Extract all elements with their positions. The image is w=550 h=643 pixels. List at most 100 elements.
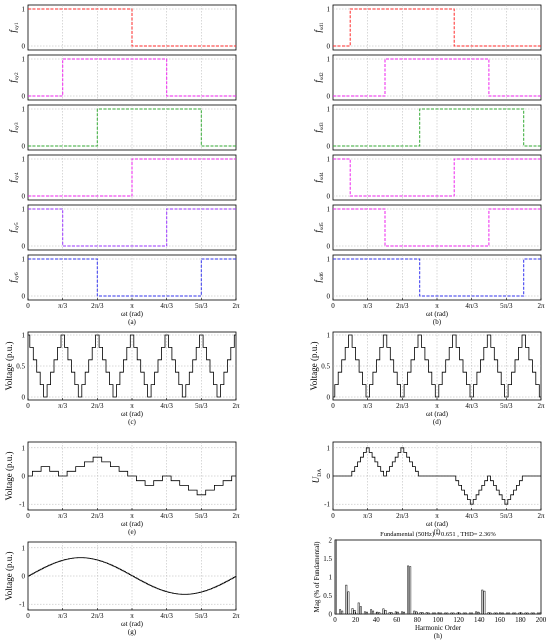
bar-harmonic-83 bbox=[419, 612, 422, 615]
bar-harmonic-139 bbox=[477, 611, 480, 615]
x-axis-a-tick-label: π/3 bbox=[58, 302, 67, 310]
bar-harmonic-161 bbox=[499, 612, 502, 615]
y-tick-label: 1 bbox=[327, 444, 331, 452]
series-line-fsd3 bbox=[333, 108, 541, 147]
x-axis-c-tick-label: 2π bbox=[232, 402, 240, 410]
bar-harmonic-193 bbox=[532, 612, 535, 615]
series-label-fsy3-sub: sy3 bbox=[14, 122, 20, 130]
bar-harmonic-7 bbox=[341, 610, 344, 615]
series-label-fsy1-sub: sy1 bbox=[14, 22, 20, 30]
x-axis-f-tick-label: 0 bbox=[331, 512, 335, 520]
bar-harmonic-89 bbox=[425, 612, 428, 615]
x-axis-g-tick-label: 0 bbox=[26, 612, 30, 620]
x-axis-label: Harmonic Order bbox=[415, 624, 462, 632]
y-tick-label: 0 bbox=[22, 93, 26, 101]
x-axis-a-tick-label: 4π/3 bbox=[160, 302, 173, 310]
y-tick-label: -1 bbox=[19, 501, 25, 509]
x-axis-e-tick-label: π bbox=[130, 512, 134, 520]
series-label-fsy2-main: f bbox=[8, 79, 18, 83]
y-tick-label: 0 bbox=[327, 193, 331, 201]
x-axis-b-tick-label: 5π/3 bbox=[500, 302, 513, 310]
y-tick-label: 0.5 bbox=[323, 592, 332, 600]
y-tick-label: 0 bbox=[329, 611, 333, 619]
bar-harmonic-179 bbox=[518, 612, 521, 615]
bar-harmonic-13 bbox=[347, 591, 350, 615]
bar-harmonic-1 bbox=[335, 539, 337, 615]
x-tick-label: 160 bbox=[495, 616, 506, 624]
caption: (f) bbox=[434, 528, 442, 536]
x-axis-c-tick-label: 0 bbox=[26, 402, 30, 410]
x-axis-b-tick-label: π bbox=[435, 302, 439, 310]
series-label-fsd4-main: f bbox=[313, 179, 323, 183]
x-axis-label: ωt (rad) bbox=[121, 620, 144, 628]
y-axis-label: Voltage (p.u.) bbox=[309, 341, 319, 390]
bar-harmonic-71 bbox=[407, 565, 410, 615]
bar-harmonic-191 bbox=[530, 612, 533, 615]
x-axis-d-tick-label: π/3 bbox=[363, 402, 372, 410]
chart-d: 0 0.5 1 Voltage (p.u.) 0 π/3 2π/3 π 4π/3 5π/3 2π ωt… bbox=[309, 332, 545, 427]
y-tick-label: 0 bbox=[327, 143, 331, 151]
bar-harmonic-17 bbox=[351, 608, 354, 615]
x-axis-e-tick-label: 4π/3 bbox=[160, 512, 173, 520]
series-label-fsd2-sub: sd2 bbox=[319, 72, 325, 80]
bar-harmonic-23 bbox=[357, 602, 360, 615]
y-axis-label-sub: DA bbox=[317, 469, 323, 477]
bar-harmonic-47 bbox=[382, 608, 385, 615]
x-axis-e-tick-label: π/3 bbox=[58, 512, 67, 520]
y-tick-label: 1 bbox=[22, 332, 26, 340]
y-tick-label: 0 bbox=[327, 93, 331, 101]
caption: (g) bbox=[128, 628, 137, 636]
series-label-fsd4: fsd4 bbox=[313, 172, 325, 182]
y-tick-label: 1 bbox=[22, 444, 26, 452]
bar-harmonic-77 bbox=[413, 610, 416, 615]
series-label-fsy4: fsy4 bbox=[8, 172, 20, 182]
series-label-fsy2-sub: sy2 bbox=[14, 72, 20, 80]
series-line bbox=[333, 447, 541, 505]
y-tick-label: 0.5 bbox=[321, 363, 330, 371]
series-line-fsd6 bbox=[333, 258, 541, 297]
series-label-fsd6-sub: sd6 bbox=[319, 272, 325, 280]
y-tick-label: 1 bbox=[22, 6, 26, 14]
series-label-fsy6-main: f bbox=[8, 279, 18, 283]
caption: (a) bbox=[128, 318, 136, 326]
bar-harmonic-29 bbox=[363, 611, 366, 615]
chart-c: 0 0.5 1 Voltage (p.u.) 0 π/3 2π/3 π 4π/3 5π/3 2π ωt… bbox=[4, 332, 240, 427]
x-axis-label: ωt (rad) bbox=[121, 520, 144, 528]
x-tick-label: 200 bbox=[536, 616, 547, 624]
bar-harmonic-31 bbox=[365, 611, 368, 615]
x-axis-e-tick-label: 0 bbox=[26, 512, 30, 520]
bar-harmonic-163 bbox=[501, 612, 504, 615]
bar-harmonic-187 bbox=[526, 612, 529, 615]
series-label-fsd5-sub: sd5 bbox=[319, 222, 325, 230]
series-label-fsy1-main: f bbox=[8, 29, 18, 33]
series-label-fsy4-main: f bbox=[8, 179, 18, 183]
series-label-fsd2: fsd2 bbox=[313, 72, 325, 82]
caption: (b) bbox=[433, 318, 442, 326]
x-tick-label: 140 bbox=[474, 616, 485, 624]
x-axis-d-tick-label: 2π bbox=[537, 402, 545, 410]
series-label-fsd2-main: f bbox=[313, 79, 323, 83]
series-label-fsy5-sub: sy5 bbox=[14, 222, 20, 230]
y-tick-label: 1 bbox=[327, 56, 331, 64]
bar-harmonic-121 bbox=[458, 612, 461, 615]
x-axis-d-tick-label: 5π/3 bbox=[500, 402, 513, 410]
y-tick-label: 1 bbox=[327, 332, 331, 340]
series-label-fsd3: fsd3 bbox=[313, 122, 325, 132]
y-tick-label: 1.5 bbox=[323, 555, 332, 563]
series-line-fsd5 bbox=[333, 208, 541, 247]
caption: (e) bbox=[128, 528, 136, 536]
series-label-fsy6: fsy6 bbox=[8, 272, 20, 282]
series-line-fsy3 bbox=[28, 108, 236, 147]
series-line-fsy5 bbox=[28, 208, 236, 247]
x-axis-label: ωt (rad) bbox=[426, 520, 449, 528]
bar-harmonic-37 bbox=[372, 610, 375, 615]
series-label-fsd3-sub: sd3 bbox=[319, 122, 325, 130]
bar-harmonic-107 bbox=[444, 612, 447, 615]
bar-harmonic-127 bbox=[464, 612, 467, 615]
bar-harmonic-91 bbox=[427, 612, 430, 615]
y-axis-label: UDA bbox=[311, 469, 323, 483]
